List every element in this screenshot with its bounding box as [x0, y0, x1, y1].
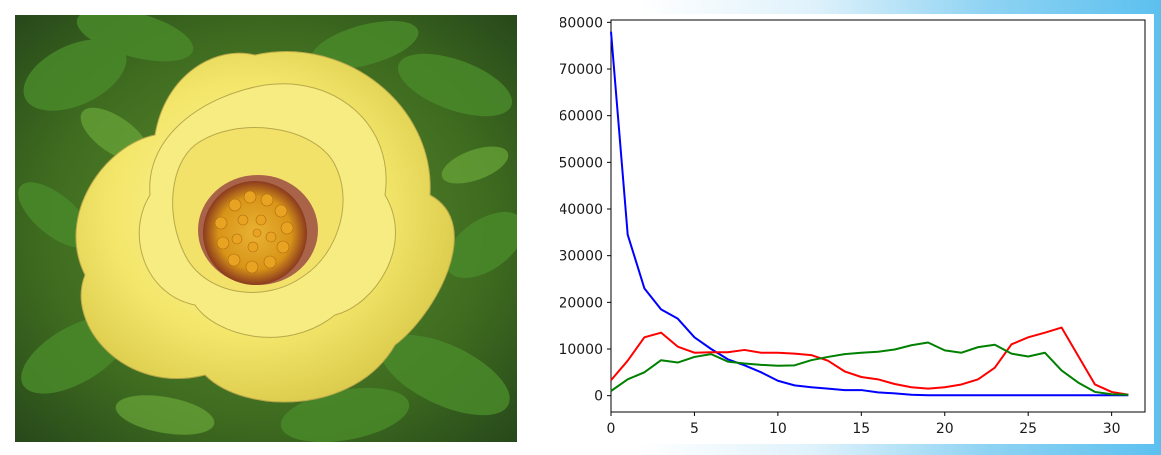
series-line-1 [610, 326, 1129, 396]
y-tick-label: 30000 [560, 249, 603, 265]
y-tick-label: 50000 [560, 155, 603, 171]
x-tick-label: 20 [936, 421, 954, 437]
x-tick-label: 30 [1103, 421, 1121, 437]
y-tick-label: 80000 [560, 15, 603, 31]
series-line-2 [610, 341, 1129, 396]
x-tick-label: 5 [690, 421, 699, 437]
x-tick-label: 10 [769, 421, 787, 437]
y-axis: 0 10000 20000 30000 40000 50000 60000 70000 8000… [560, 15, 611, 405]
y-tick-label: 0 [594, 389, 603, 405]
series-lines [610, 31, 1129, 397]
histogram-chart: 0 10000 20000 30000 40000 50000 60000 70000 8000… [560, 8, 1160, 452]
y-tick-label: 60000 [560, 109, 603, 125]
y-tick-label: 40000 [560, 202, 603, 218]
plot-area [610, 19, 1146, 413]
flower-photo [15, 15, 517, 442]
x-tick-label: 25 [1019, 421, 1037, 437]
series-line-0 [610, 31, 1129, 397]
y-tick-label: 20000 [560, 295, 603, 311]
x-tick-label: 0 [607, 421, 616, 437]
y-tick-label: 10000 [560, 342, 603, 358]
y-tick-label: 70000 [560, 62, 603, 78]
x-axis: 0 5 10 15 20 25 30 [607, 412, 1121, 437]
x-tick-label: 15 [852, 421, 870, 437]
